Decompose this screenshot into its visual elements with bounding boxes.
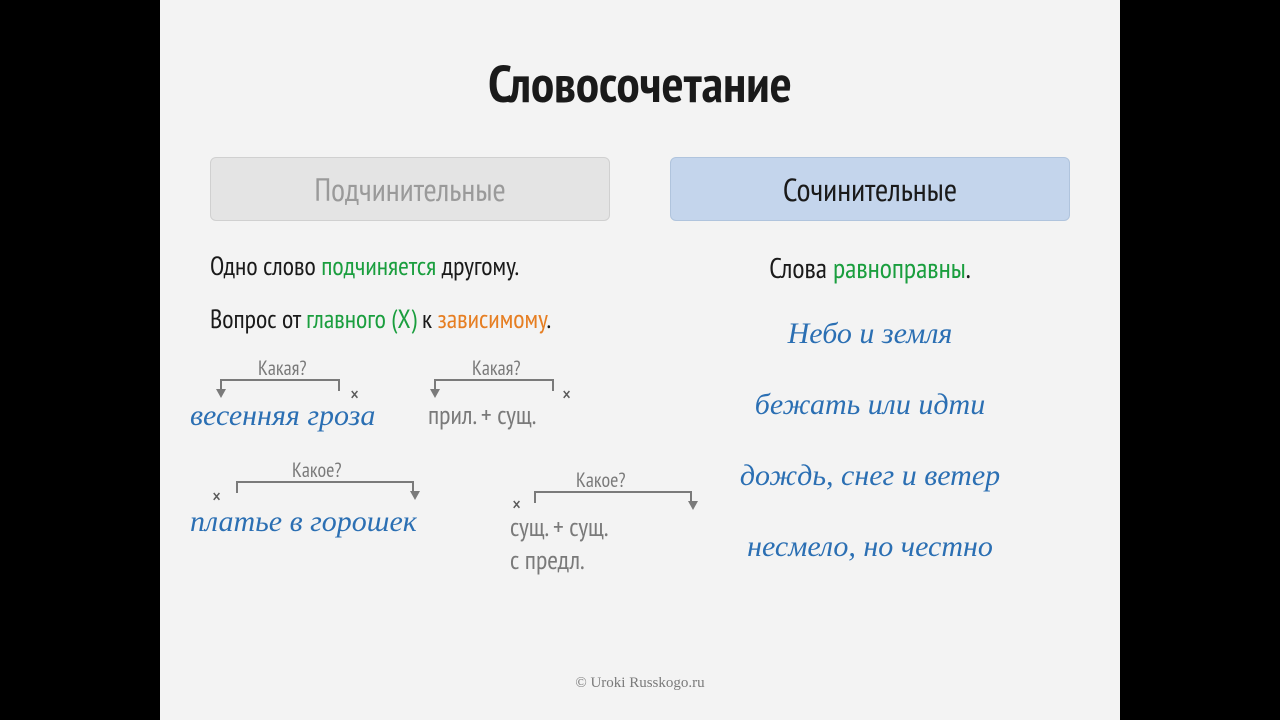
question-label: Какое?: [576, 467, 626, 493]
example-phrase: бежать или идти: [670, 376, 1070, 433]
arrow-head: [410, 491, 420, 500]
arrow-head: [430, 389, 440, 398]
question-label: Какое?: [292, 457, 342, 483]
arrow-head: [216, 389, 226, 398]
left-desc-2: Вопрос от главного (Х) к зависимому.: [210, 302, 610, 337]
text: Одно слово: [210, 250, 321, 283]
text-green: главного (Х): [306, 303, 416, 336]
right-column: Сочинительные Слова равноправны. Небо и …: [670, 157, 1070, 589]
slide-title: Словосочетание: [200, 50, 1080, 117]
text: другому.: [436, 250, 519, 283]
example-row-1: Какая? × весенняя гроза Какая? × прил. +…: [210, 355, 610, 445]
formula: сущ. + сущ. с предл.: [510, 511, 610, 577]
example-phrase: весенняя гроза: [190, 399, 375, 433]
text-orange: зависимому: [438, 303, 547, 336]
question-label: Какая?: [258, 355, 307, 381]
text: .: [966, 249, 971, 286]
text: Вопрос от: [210, 303, 306, 336]
example-row-2: Какое? × платье в горошек Какое? × сущ. …: [210, 457, 610, 557]
header-subordinate: Подчинительные: [210, 157, 610, 221]
arrow-bracket: [236, 481, 414, 493]
example-phrase: Небо и земля: [670, 305, 1070, 362]
question-label: Какая?: [472, 355, 521, 381]
left-desc-1: Одно слово подчиняется другому.: [210, 249, 610, 284]
text: к: [417, 303, 438, 336]
arrow-bracket: [434, 379, 554, 391]
columns: Подчинительные Одно слово подчиняется др…: [200, 157, 1080, 589]
slide: Словосочетание Подчинительные Одно слово…: [160, 0, 1120, 720]
text-green: равноправны: [833, 249, 966, 286]
formula: прил. + сущ.: [428, 399, 536, 432]
example-phrase: дождь, снег и ветер: [670, 447, 1070, 504]
arrow-bracket: [534, 491, 692, 503]
text-green: подчиняется: [321, 250, 436, 283]
text: .: [546, 303, 551, 336]
left-column: Подчинительные Одно слово подчиняется др…: [210, 157, 610, 589]
text: Слова: [769, 249, 833, 286]
header-coordinate: Сочинительные: [670, 157, 1070, 221]
right-desc: Слова равноправны.: [670, 249, 1070, 287]
x-mark: ×: [562, 381, 571, 409]
example-phrase: платье в горошек: [190, 505, 417, 539]
right-examples: Небо и земля бежать или идти дождь, снег…: [670, 305, 1070, 575]
example-phrase: несмело, но честно: [670, 518, 1070, 575]
arrow-bracket: [220, 379, 340, 391]
footer-credit: © Uroki Russkogo.ru: [160, 675, 1120, 692]
